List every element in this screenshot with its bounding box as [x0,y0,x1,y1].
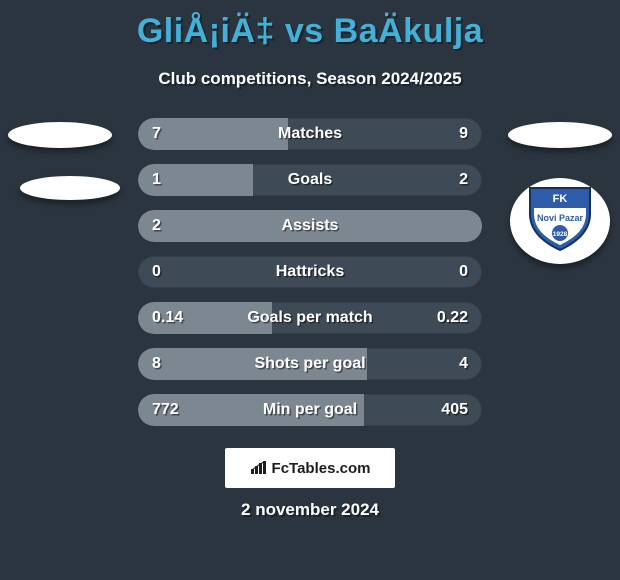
stat-value-right: 2 [459,164,468,196]
stat-label: Goals [138,164,482,196]
bar-chart-icon [250,461,268,475]
stat-value-right: 4 [459,348,468,380]
stat-row: 0Hattricks0 [138,256,482,288]
footer-date: 2 november 2024 [0,500,620,520]
badge-year-text: 1928 [553,231,568,238]
stat-value-right: 9 [459,118,468,150]
stat-label: Goals per match [138,302,482,334]
stat-label: Assists [138,210,482,242]
stat-label: Hattricks [138,256,482,288]
player-right-avatar-placeholder-1 [508,122,612,148]
stat-row: 0.14Goals per match0.22 [138,302,482,334]
badge-top-text: FK [553,193,568,205]
stat-label: Min per goal [138,394,482,426]
stat-row: 772Min per goal405 [138,394,482,426]
page-title: GliÅ¡iÄ‡ vs BaÄkulja [0,0,620,51]
club-badge: FK Novi Pazar 1928 [510,178,610,264]
stat-value-right: 405 [441,394,468,426]
player-left-avatar-placeholder-2 [20,176,120,200]
brand-text: FcTables.com [272,460,371,477]
stat-row: 8Shots per goal4 [138,348,482,380]
brand-footer[interactable]: FcTables.com [225,448,395,488]
stat-label: Matches [138,118,482,150]
badge-mid-text: Novi Pazar [537,213,584,223]
stat-row: 1Goals2 [138,164,482,196]
player-left-avatar-placeholder-1 [8,122,112,148]
stat-row: 7Matches9 [138,118,482,150]
page-subtitle: Club competitions, Season 2024/2025 [0,69,620,89]
shield-icon: FK Novi Pazar 1928 [528,186,592,252]
stat-value-right: 0.22 [437,302,468,334]
stat-value-right: 0 [459,256,468,288]
stat-label: Shots per goal [138,348,482,380]
stat-rows: 7Matches91Goals22Assists0Hattricks00.14G… [138,118,482,440]
stat-row: 2Assists [138,210,482,242]
